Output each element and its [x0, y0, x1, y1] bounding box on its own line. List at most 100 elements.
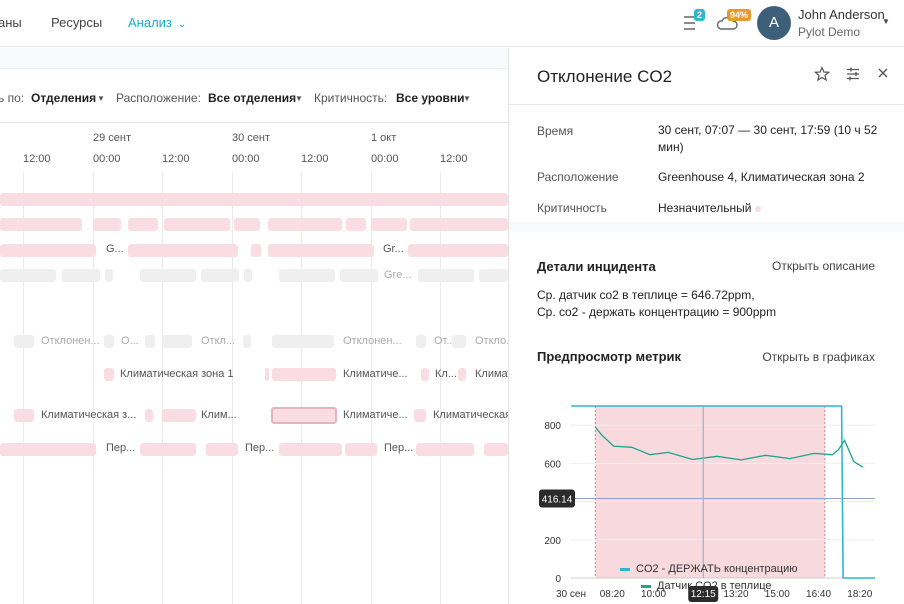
grid-line	[371, 172, 372, 604]
incident-bar[interactable]	[145, 409, 153, 422]
incident-bar-resolved[interactable]	[14, 335, 34, 348]
incident-bar[interactable]	[128, 244, 238, 257]
crosshair-x-value: 12:15	[691, 589, 716, 600]
incident-bar-resolved[interactable]	[452, 335, 466, 348]
incident-bar-label: Климатиче...	[343, 368, 408, 380]
incident-bar-label: От...	[434, 335, 456, 347]
incident-bar[interactable]	[0, 193, 508, 206]
incident-bar[interactable]	[371, 218, 407, 231]
incident-bar[interactable]	[414, 409, 426, 422]
incident-bar[interactable]	[0, 443, 96, 456]
incident-bar-resolved[interactable]	[272, 335, 334, 348]
user-name[interactable]: John Anderson	[798, 7, 885, 22]
incident-bar-resolved[interactable]	[0, 269, 56, 282]
incident-bar[interactable]	[164, 218, 230, 231]
incident-bar-resolved[interactable]	[279, 269, 335, 282]
nav-item-analysis-label: Анализ	[128, 15, 172, 30]
incident-bar[interactable]	[140, 443, 196, 456]
crosshair-y-badge	[539, 489, 575, 508]
incident-bar[interactable]	[279, 443, 342, 456]
severity-filter-select[interactable]: Все уровни	[396, 91, 465, 105]
nav-item-resources[interactable]: Ресурсы	[51, 15, 103, 30]
incident-bar-label: Клим...	[201, 409, 237, 421]
incident-bar-resolved[interactable]	[62, 269, 100, 282]
incident-bar[interactable]	[251, 244, 261, 257]
description-line: Ср. датчик co2 в теплице = 646.72ppm,	[537, 288, 755, 302]
incident-bar-label: G...	[106, 243, 124, 255]
nav-item-plans[interactable]: аны	[0, 15, 22, 30]
nav-item-analysis[interactable]: Анализ ⌄	[128, 15, 186, 30]
incident-bar-resolved[interactable]	[340, 269, 378, 282]
user-menu-caret-icon[interactable]: ▼	[882, 17, 890, 26]
incident-bar[interactable]	[345, 443, 377, 456]
incident-bar[interactable]	[265, 368, 269, 381]
incident-bar-resolved[interactable]	[201, 269, 239, 282]
incident-bar[interactable]	[93, 218, 121, 231]
incident-bar[interactable]	[0, 218, 82, 231]
location-caret-icon[interactable]: ▼	[295, 94, 303, 103]
metrics-chart[interactable]: 020040060080030 сен08:2010:001113:2015:0…	[509, 388, 904, 604]
incident-bar-label: Gre...	[384, 269, 412, 281]
incident-bar[interactable]	[162, 409, 196, 422]
incident-window-shade	[595, 406, 825, 578]
open-description-link[interactable]: Открыть описание	[771, 259, 875, 273]
notifications-icon[interactable]	[683, 14, 703, 37]
y-tick-label: 200	[544, 536, 561, 547]
selected-incident-bar[interactable]	[271, 407, 337, 424]
incident-bar[interactable]	[268, 244, 374, 257]
incident-bar[interactable]	[346, 218, 366, 231]
incident-bar-label: О...	[121, 335, 139, 347]
x-tick-label: 18:20	[847, 589, 872, 600]
incident-bar[interactable]	[234, 218, 260, 231]
close-icon[interactable]	[876, 66, 890, 85]
incident-bar-resolved[interactable]	[162, 335, 192, 348]
incident-bar[interactable]	[128, 218, 158, 231]
incident-bar-resolved[interactable]	[145, 335, 155, 348]
settings-sliders-icon[interactable]	[845, 66, 861, 87]
incident-bar[interactable]	[268, 218, 342, 231]
grid-line	[232, 172, 233, 604]
incident-bar-resolved[interactable]	[244, 269, 252, 282]
legend-item-sensor[interactable]: Датчик CO2 в теплице	[641, 580, 772, 592]
incident-bar-resolved[interactable]	[416, 335, 426, 348]
incident-bar-resolved[interactable]	[140, 269, 196, 282]
incident-bar[interactable]	[410, 218, 508, 231]
crosshair-x-badge	[688, 586, 719, 602]
incident-bar[interactable]	[458, 368, 466, 381]
time-label: 12:00	[162, 153, 190, 165]
severity-caret-icon[interactable]: ▼	[463, 94, 471, 103]
location-label: Расположение	[537, 170, 619, 184]
severity-label: Критичность	[537, 201, 607, 215]
grid-line	[93, 172, 94, 604]
avatar[interactable]: A	[757, 6, 791, 40]
incident-bar[interactable]	[484, 443, 508, 456]
incident-bar-resolved[interactable]	[479, 269, 508, 282]
incident-bar-label: Климатическая зона 1	[120, 368, 234, 380]
incident-bar[interactable]	[206, 443, 238, 456]
incident-bar-resolved[interactable]	[243, 335, 251, 348]
x-tick-label: 15:00	[765, 589, 790, 600]
group-by-caret-icon[interactable]: ▼	[97, 94, 105, 103]
incident-bar-resolved[interactable]	[418, 269, 474, 282]
incident-bar-resolved[interactable]	[105, 269, 113, 282]
incident-bar[interactable]	[416, 443, 474, 456]
cloud-badge: 94%	[727, 9, 752, 21]
incident-bar-resolved[interactable]	[104, 335, 114, 348]
legend-label: Датчик CO2 в теплице	[657, 580, 772, 592]
incident-bar[interactable]	[272, 368, 336, 381]
legend-item-hold[interactable]: CO2 - ДЕРЖАТЬ концентрацию	[620, 563, 798, 575]
star-icon[interactable]	[813, 65, 831, 87]
incident-bar-label: Климатическая з...	[41, 409, 137, 421]
group-by-select[interactable]: Отделения	[31, 91, 97, 105]
incident-bar-label: Пер...	[245, 442, 275, 454]
location-filter-select[interactable]: Все отделения	[208, 91, 297, 105]
incident-bar[interactable]	[0, 244, 96, 257]
incident-bar[interactable]	[421, 368, 429, 381]
open-in-charts-link[interactable]: Открыть в графиках	[762, 350, 875, 364]
legend-swatch	[620, 567, 630, 571]
incident-bar[interactable]	[104, 368, 114, 381]
incident-details-title: Детали инцидента	[537, 259, 656, 274]
incident-bar[interactable]	[408, 244, 508, 257]
incident-bar[interactable]	[14, 409, 34, 422]
location-value: Greenhouse 4, Климатическая зона 2	[658, 170, 865, 184]
